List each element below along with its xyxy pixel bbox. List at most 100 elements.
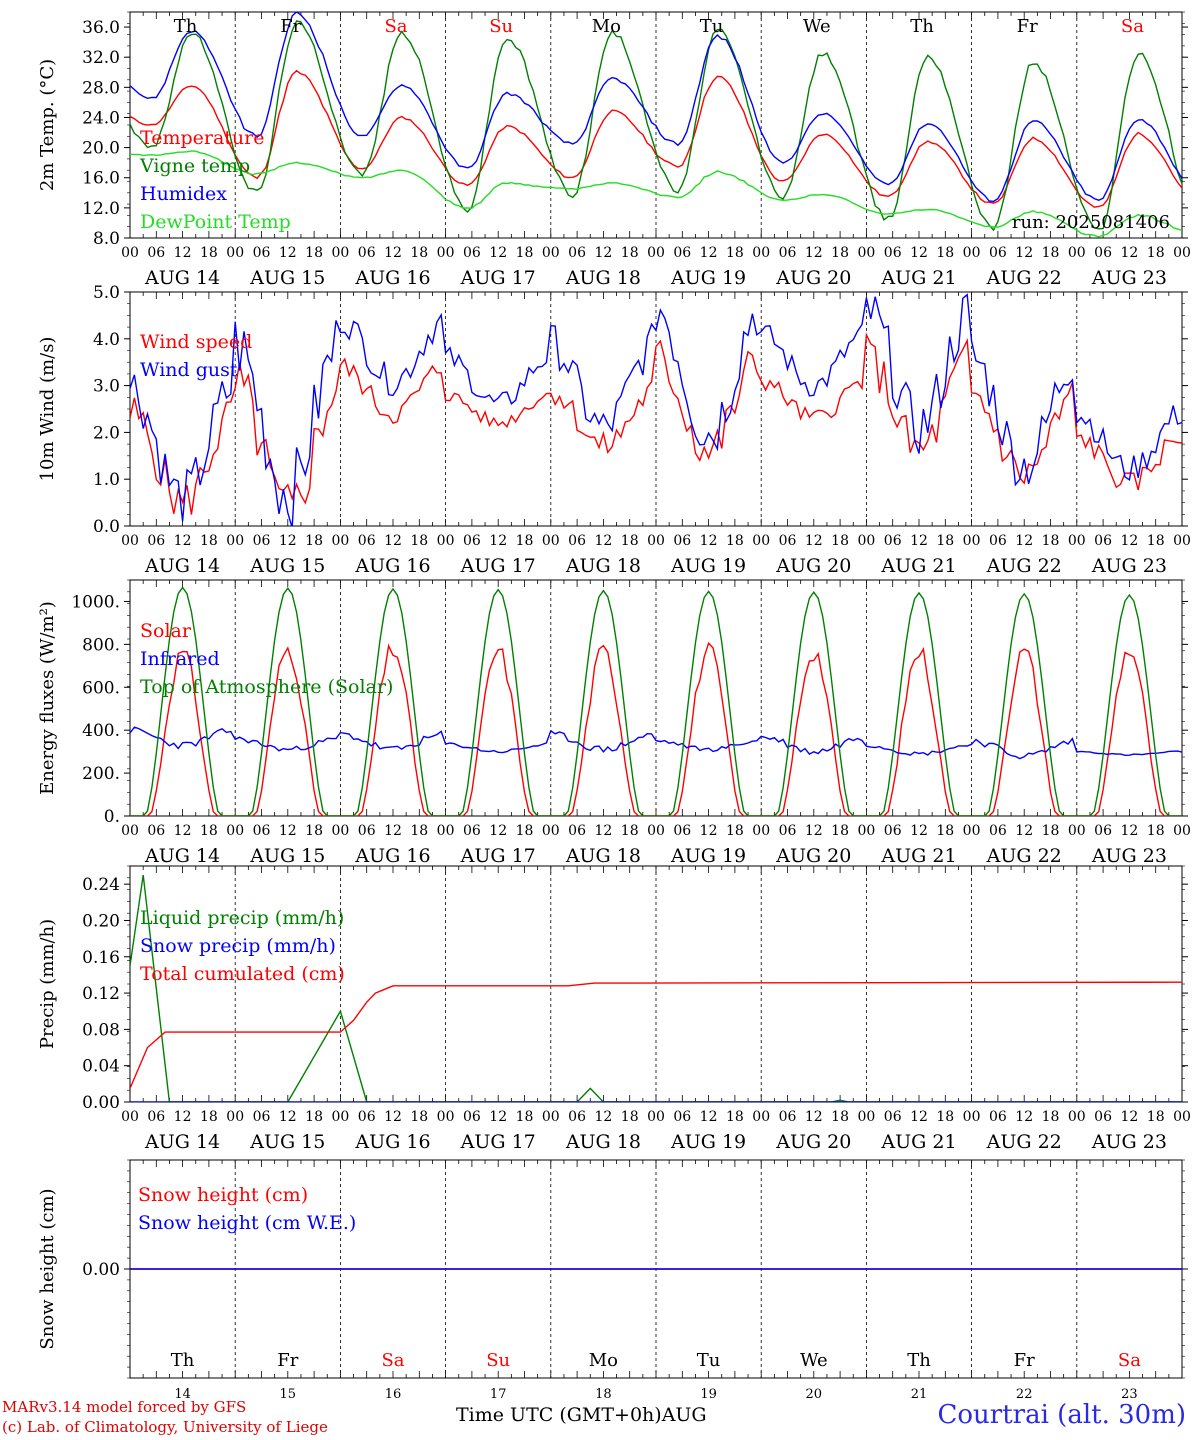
hour-tick-label: 18	[410, 533, 428, 549]
hour-tick-label: 00	[437, 533, 455, 549]
date-label: AUG 21	[880, 845, 956, 867]
hour-tick-label: 06	[989, 1109, 1007, 1125]
series-line	[130, 874, 1182, 1102]
date-label: AUG 23	[1091, 555, 1167, 577]
panel-2: 0.0 1.0 2.0 3.0 4.0 5.0 10m Wind (m/s) Wind spe…	[37, 283, 1191, 577]
hour-tick-label: 12	[174, 245, 192, 261]
hour-tick-label: 12	[489, 1109, 507, 1125]
hour-tick-label: 00	[121, 823, 139, 839]
series-line	[130, 12, 1182, 203]
hour-tick-label: 18	[1147, 1109, 1165, 1125]
y-tick-label: 400.	[82, 721, 120, 741]
hour-tick-label: 18	[1042, 245, 1060, 261]
y-tick-label: 0.24	[82, 875, 120, 895]
hour-tick-label: 06	[884, 823, 902, 839]
hour-tick-label: 12	[279, 823, 297, 839]
weekday-label: Fr	[280, 16, 301, 37]
hour-tick-label: 06	[463, 533, 481, 549]
series-line	[130, 332, 1182, 515]
y-tick-label: 8.0	[93, 229, 120, 249]
y-tick-label: 0.00	[82, 1093, 120, 1113]
hour-tick-label: 12	[594, 823, 612, 839]
hour-tick-label: 18	[410, 823, 428, 839]
hour-tick-label: 18	[1042, 823, 1060, 839]
hour-tick-label: 00	[226, 1109, 244, 1125]
hour-tick-label: 06	[147, 823, 165, 839]
hour-tick-label: 06	[463, 1109, 481, 1125]
hour-tick-label: 06	[673, 245, 691, 261]
date-label: AUG 16	[354, 1131, 430, 1153]
hour-tick-label: 00	[1068, 823, 1086, 839]
day-number-label: 15	[280, 1387, 297, 1402]
day-number-label: 17	[490, 1387, 507, 1402]
y-tick-label: 600.	[82, 678, 120, 698]
y-tick-label: 0.00	[82, 1260, 120, 1280]
hour-tick-label: 00	[1068, 533, 1086, 549]
hour-tick-label: 18	[410, 1109, 428, 1125]
hour-tick-label: 06	[463, 823, 481, 839]
hour-tick-label: 12	[700, 1109, 718, 1125]
legend-entry: Snow precip (mm/h)	[140, 935, 336, 957]
hour-tick-label: 00	[331, 245, 349, 261]
hour-tick-label: 06	[1094, 823, 1112, 839]
y-tick-label: 0.12	[82, 984, 120, 1004]
date-label: AUG 23	[1091, 845, 1167, 867]
hour-tick-label: 00	[752, 823, 770, 839]
date-label: AUG 14	[144, 555, 220, 577]
series-line	[130, 981, 1182, 1089]
hour-tick-label: 06	[989, 245, 1007, 261]
hour-tick-label: 06	[568, 823, 586, 839]
hour-tick-label: 12	[1015, 1109, 1033, 1125]
day-number-label: 23	[1121, 1387, 1138, 1402]
hour-tick-label: 12	[594, 245, 612, 261]
y-tick-label: 4.0	[93, 330, 120, 350]
date-label: AUG 19	[670, 1131, 746, 1153]
hour-tick-label: 18	[621, 245, 639, 261]
hour-tick-label: 12	[279, 245, 297, 261]
hour-tick-label: 00	[437, 823, 455, 839]
hour-tick-label: 12	[279, 1109, 297, 1125]
panel-3: 0. 200. 400. 600. 800. 1000. Energy fluxes (W/…	[37, 579, 1191, 867]
hour-tick-label: 18	[1042, 533, 1060, 549]
date-label: AUG 22	[986, 845, 1062, 867]
hour-tick-label: 06	[147, 245, 165, 261]
hour-tick-label: 00	[226, 245, 244, 261]
y-axis-label: Snow height (cm)	[37, 1188, 58, 1349]
hour-tick-label: 12	[805, 245, 823, 261]
hour-tick-label: 18	[726, 533, 744, 549]
weekday-label: Su	[486, 1350, 510, 1371]
hour-tick-label: 12	[1015, 245, 1033, 261]
hour-tick-label: 12	[805, 1109, 823, 1125]
hour-tick-label: 18	[516, 533, 534, 549]
hour-tick-label: 12	[1120, 533, 1138, 549]
hour-tick-label: 18	[726, 1109, 744, 1125]
hour-tick-label: 18	[831, 245, 849, 261]
weekday-label: Sa	[384, 16, 407, 37]
y-tick-label: 28.0	[82, 78, 120, 98]
weekday-label: Tu	[697, 1350, 721, 1371]
hour-tick-label: 12	[384, 533, 402, 549]
date-label: AUG 17	[460, 1131, 536, 1153]
legend-entry: Liquid precip (mm/h)	[140, 907, 344, 929]
hour-tick-label: 18	[726, 245, 744, 261]
date-label: AUG 15	[249, 1131, 325, 1153]
hour-tick-label: 18	[621, 823, 639, 839]
hour-tick-label: 12	[489, 245, 507, 261]
hour-tick-label: 06	[884, 1109, 902, 1125]
hour-tick-label: 18	[200, 533, 218, 549]
legend-entry: Total cumulated (cm)	[140, 963, 345, 985]
hour-tick-label: 00	[963, 245, 981, 261]
hour-tick-label: 12	[174, 823, 192, 839]
weekday-label: Mo	[592, 16, 621, 37]
weekday-label: Fr	[1017, 16, 1038, 37]
hour-tick-label: 00	[121, 1109, 139, 1125]
hour-tick-label: 18	[1042, 1109, 1060, 1125]
date-label: AUG 15	[249, 845, 325, 867]
hour-tick-label: 06	[568, 1109, 586, 1125]
day-number-label: 22	[1016, 1387, 1033, 1402]
hour-tick-label: 18	[410, 245, 428, 261]
legend-entry: Snow height (cm W.E.)	[138, 1212, 356, 1234]
y-axis-label: 2m Temp. (°C)	[37, 59, 58, 191]
y-tick-label: 0.16	[82, 948, 120, 968]
hour-tick-label: 00	[857, 823, 875, 839]
